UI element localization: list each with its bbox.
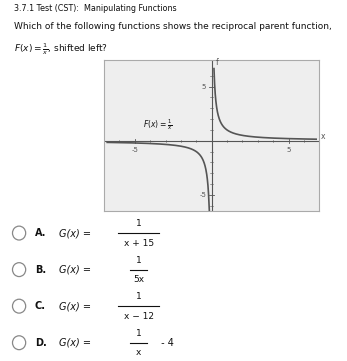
Text: x + 15: x + 15 <box>124 239 154 248</box>
Text: D.: D. <box>35 338 46 348</box>
Text: -5: -5 <box>132 147 138 153</box>
Text: x − 12: x − 12 <box>124 312 154 321</box>
Text: 5x: 5x <box>133 275 144 284</box>
Text: B.: B. <box>35 265 46 275</box>
Text: G(x) =: G(x) = <box>59 265 94 275</box>
Text: $F(x)=\frac{1}{x}$: $F(x)=\frac{1}{x}$ <box>143 117 172 132</box>
Text: G(x) =: G(x) = <box>59 228 94 238</box>
Text: x: x <box>321 132 325 142</box>
Text: 1: 1 <box>136 219 142 228</box>
Text: f: f <box>215 58 218 68</box>
Text: G(x) =: G(x) = <box>59 338 94 348</box>
Text: x: x <box>136 348 142 357</box>
Text: 3.7.1 Test (CST):  Manipulating Functions: 3.7.1 Test (CST): Manipulating Functions <box>14 4 177 13</box>
Text: G(x) =: G(x) = <box>59 301 94 311</box>
Text: 1: 1 <box>136 256 142 265</box>
Text: 5: 5 <box>202 84 206 90</box>
Text: A.: A. <box>35 228 46 238</box>
Text: 1: 1 <box>136 292 142 301</box>
Text: 1: 1 <box>136 329 142 338</box>
Text: -5: -5 <box>200 192 206 198</box>
Text: - 4: - 4 <box>158 338 174 348</box>
Text: Which of the following functions shows the reciprocal parent function,: Which of the following functions shows t… <box>14 22 332 31</box>
Text: 5: 5 <box>286 147 291 153</box>
Text: C.: C. <box>35 301 46 311</box>
Text: $F(x) = \frac{1}{x}$, shifted left?: $F(x) = \frac{1}{x}$, shifted left? <box>14 42 108 57</box>
